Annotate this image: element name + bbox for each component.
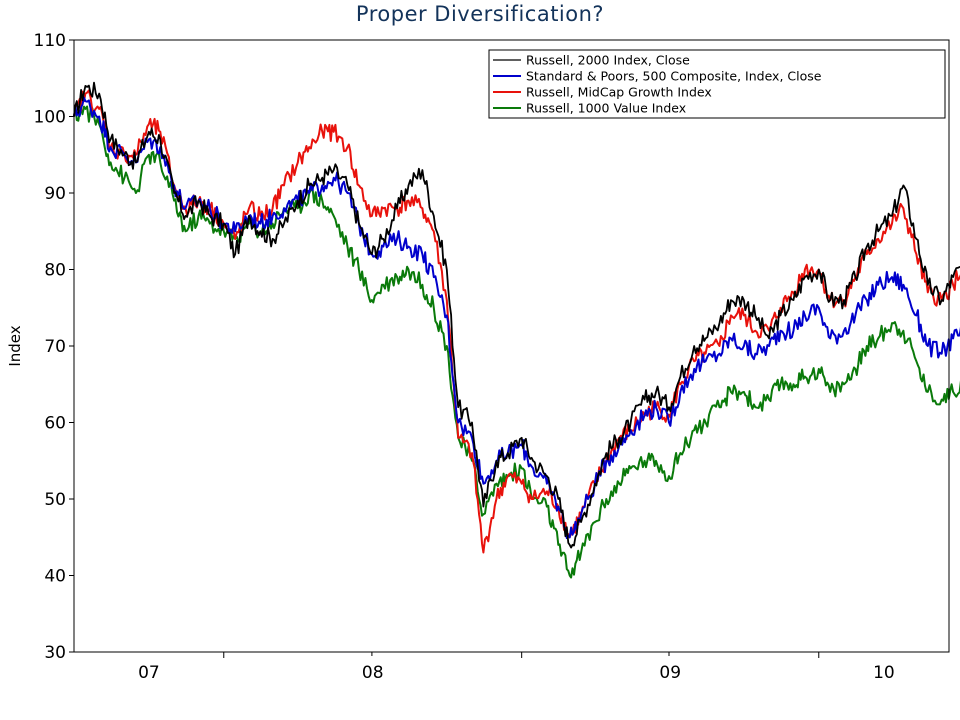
series-line-4 — [73, 105, 960, 579]
plot-area-frame — [73, 39, 950, 653]
y-tick-label: 100 — [34, 108, 66, 128]
legend-label: Standard & Poors, 500 Composite, Index, … — [526, 69, 822, 84]
series-line-3 — [73, 89, 960, 554]
series-line-1 — [73, 81, 960, 549]
x-tick-label: 09 — [659, 663, 681, 683]
y-tick-label: 110 — [34, 31, 66, 51]
y-tick-label: 60 — [44, 414, 66, 434]
y-tick-label: 30 — [44, 643, 66, 663]
x-tick-label: 08 — [362, 663, 384, 683]
legend-box — [488, 49, 946, 119]
legend-label: Russell, MidCap Growth Index — [526, 85, 712, 100]
series-lines — [73, 81, 960, 579]
legend-label: Russell, 1000 Value Index — [526, 101, 686, 116]
y-tick-label: 80 — [44, 261, 66, 281]
y-tick-label: 90 — [44, 184, 66, 204]
y-axis-label: Index — [6, 325, 24, 366]
y-tick-label: 50 — [44, 490, 66, 510]
chart-title: Proper Diversification? — [355, 2, 605, 26]
y-tick-label: 40 — [44, 567, 66, 587]
y-tick-label: 70 — [44, 337, 66, 357]
y-axis-ticks: 30 40 50 60 70 80 90 100 110 — [34, 31, 74, 663]
x-axis-ticks: 07 08 09 10 — [138, 652, 895, 683]
x-tick-label: 07 — [138, 663, 160, 683]
legend-label: Russell, 2000 Index, Close — [526, 53, 690, 68]
x-tick-label: 10 — [873, 663, 895, 683]
